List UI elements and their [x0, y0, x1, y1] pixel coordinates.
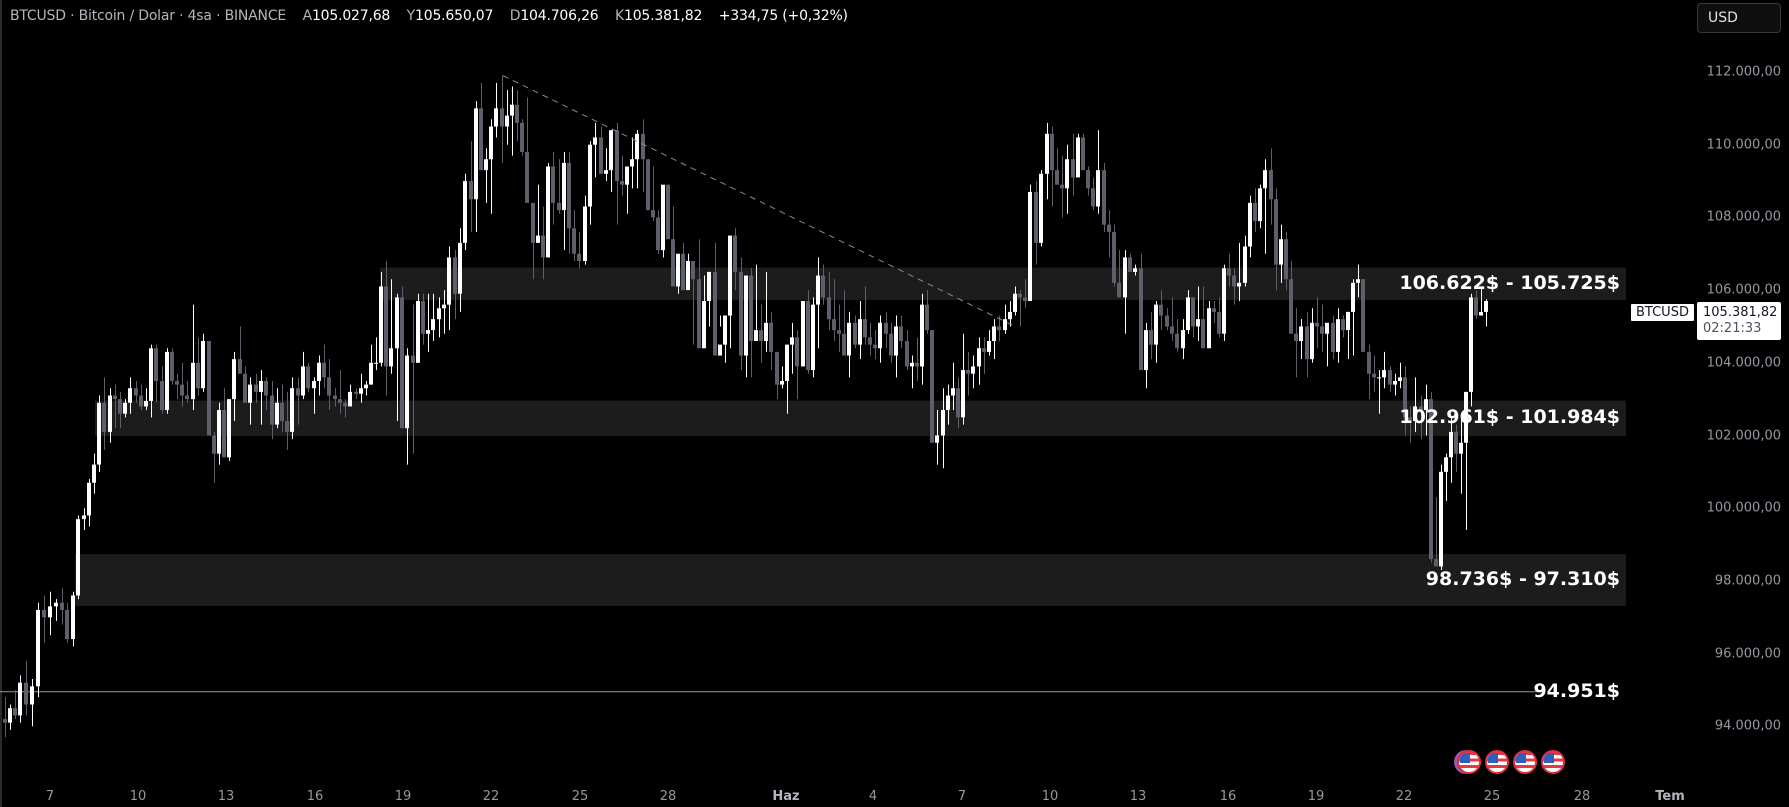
time-axis-label: 19: [394, 789, 412, 804]
legend-symbol: BTCUSD: [10, 8, 66, 24]
time-axis-label: 25: [571, 789, 589, 804]
price-axis-label: 112.000,00: [1706, 64, 1781, 80]
time-axis-label: 7: [45, 789, 55, 804]
price-axis[interactable]: 112.000,00 110.000,00 108.000,00 106.000,00…: [1695, 0, 1789, 807]
time-axis-label: 13: [217, 789, 235, 804]
price-axis-label: 98.000,00: [1714, 573, 1781, 589]
legend-high-label: Y: [406, 8, 416, 24]
current-price-tag: 105.381,82 02:21:33: [1697, 302, 1781, 340]
us-flag-event-icon[interactable]: [1485, 750, 1509, 774]
price-axis-label: 96.000,00: [1714, 646, 1781, 662]
legend-low: 104.706,26: [520, 8, 599, 24]
price-zones: [75, 267, 1626, 606]
symbol-legend[interactable]: BTCUSD · Bitcoin / Dolar · 4sa · BINANCE…: [10, 8, 848, 24]
legend-high: 105.650,07: [415, 8, 494, 24]
time-axis-label: 10: [129, 789, 147, 804]
price-axis-label: 102.000,00: [1706, 428, 1781, 443]
time-axis-label: 22: [482, 789, 500, 804]
current-price-value: 105.381,82: [1703, 305, 1778, 320]
legend-interval: 4sa: [187, 8, 212, 24]
us-flag-event-icon[interactable]: [1513, 750, 1537, 774]
legend-name: Bitcoin / Dolar: [78, 8, 175, 24]
current-symbol-tag: BTCUSD: [1631, 304, 1694, 321]
legend-open-label: A: [302, 8, 313, 24]
chart-left-border: [0, 0, 2, 807]
legend-change: +334,75 (+0,32%): [718, 8, 848, 24]
time-axis-label: 25: [1483, 789, 1501, 804]
zone-label: 106.622$ - 105.725$: [1399, 271, 1620, 294]
time-axis[interactable]: 7 10 13 16 19 22 25 28 Haz 4 7 10 13 16 19 22 25 28 Tem: [0, 775, 1695, 807]
currency-button[interactable]: USD: [1697, 3, 1781, 33]
price-axis-label: 106.000,00: [1706, 282, 1781, 298]
zone-rect[interactable]: [75, 554, 1626, 606]
time-axis-label: 16: [306, 789, 324, 804]
zone-rect[interactable]: [95, 400, 1626, 437]
trendline[interactable]: [502, 75, 1016, 327]
time-axis-label: 4: [868, 789, 878, 804]
time-axis-label: 7: [957, 789, 967, 804]
time-axis-label: 28: [659, 789, 677, 804]
legend-close: 105.381,82: [624, 8, 703, 24]
price-axis-label: 110.000,00: [1706, 137, 1781, 153]
economic-events: [1457, 750, 1565, 776]
legend-close-label: K: [615, 8, 625, 24]
time-axis-label: 13: [1129, 789, 1147, 804]
zone-label: 98.736$ - 97.310$: [1425, 568, 1620, 591]
bar-countdown: 02:21:33: [1703, 321, 1762, 336]
legend-low-label: D: [509, 8, 521, 24]
zone-rect[interactable]: [380, 267, 1626, 301]
price-axis-label: 108.000,00: [1706, 209, 1781, 225]
legend-open: 105.027,68: [311, 8, 391, 24]
legend-exchange: BINANCE: [224, 8, 287, 24]
time-axis-label: 16: [1219, 789, 1237, 804]
zone-label: 102.961$ - 101.984$: [1399, 406, 1620, 429]
price-axis-label: 104.000,00: [1706, 355, 1781, 371]
level-label: 94.951$: [1533, 679, 1620, 702]
time-axis-label: Haz: [772, 789, 800, 804]
time-axis-label: 19: [1307, 789, 1325, 804]
us-flag-event-icon[interactable]: [1457, 750, 1481, 774]
time-axis-label: 28: [1573, 789, 1591, 804]
candles: [3, 75, 1488, 738]
time-axis-label: 22: [1395, 789, 1413, 804]
us-flag-event-icon[interactable]: [1541, 750, 1565, 774]
candlestick-chart[interactable]: [0, 0, 1695, 775]
time-axis-label: 10: [1041, 789, 1059, 804]
time-axis-label: Tem: [1655, 789, 1685, 804]
price-axis-label: 94.000,00: [1714, 718, 1781, 734]
price-axis-label: 100.000,00: [1706, 500, 1781, 516]
